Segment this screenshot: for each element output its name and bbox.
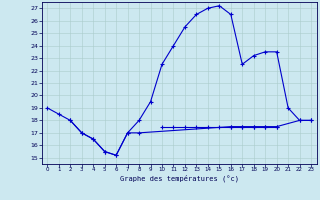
X-axis label: Graphe des températures (°c): Graphe des températures (°c)	[120, 175, 239, 182]
